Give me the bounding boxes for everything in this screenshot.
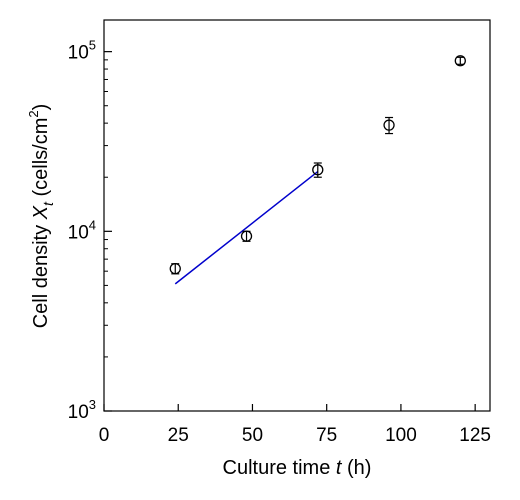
x-tick-label: 75 (316, 425, 337, 446)
fit-line-group (174, 170, 319, 285)
x-tick-label: 50 (242, 425, 263, 446)
x-tick-label: 0 (99, 425, 110, 446)
y-axis: 103 104 105 (68, 38, 112, 423)
data-point (383, 119, 395, 131)
x-tick-label: 100 (385, 425, 417, 446)
y-axis-title: Cell density Xt (cells/cm2) (26, 104, 56, 329)
fit-line (174, 170, 319, 285)
x-axis: 0 25 50 75 100 125 (99, 404, 491, 446)
data-point (454, 55, 466, 67)
x-tick-label: 125 (459, 425, 491, 446)
plot-frame (103, 19, 491, 412)
y-tick-label: 105 (68, 38, 96, 64)
data-point (169, 262, 181, 275)
data-point (240, 230, 253, 242)
y-tick-label: 103 (68, 397, 96, 423)
x-axis-title: Culture time t (h) (223, 457, 372, 479)
x-tick-label: 25 (168, 425, 189, 446)
y-tick-label: 104 (68, 217, 96, 243)
data-points (169, 55, 466, 275)
data-point (312, 164, 324, 176)
